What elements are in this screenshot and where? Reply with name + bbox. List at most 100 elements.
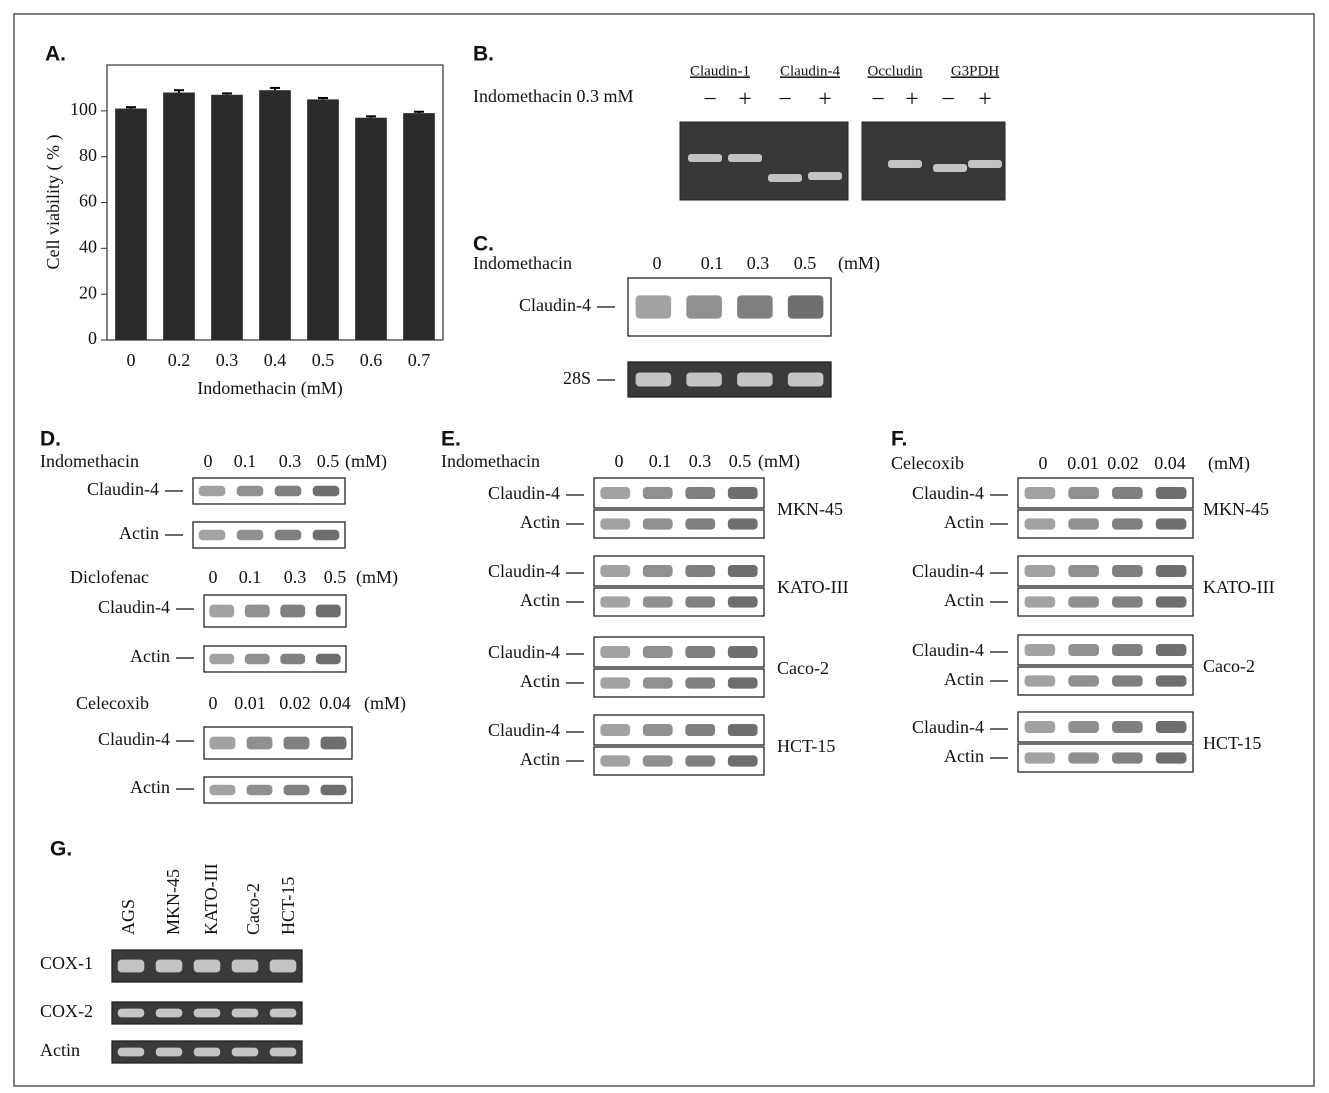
band xyxy=(1025,752,1056,763)
band xyxy=(728,518,758,529)
band xyxy=(232,1009,259,1018)
bar xyxy=(211,95,243,340)
band xyxy=(1025,675,1056,686)
band xyxy=(156,1048,183,1057)
band xyxy=(636,373,672,387)
band xyxy=(1068,487,1099,499)
band xyxy=(788,373,824,387)
band xyxy=(313,530,340,540)
band xyxy=(210,737,236,750)
band xyxy=(1112,644,1143,656)
band xyxy=(199,486,226,496)
band xyxy=(1156,565,1187,577)
band xyxy=(270,960,297,973)
dose-label: 0.5 xyxy=(729,451,752,471)
row-label: Actin xyxy=(130,777,170,797)
band xyxy=(270,1048,297,1057)
band xyxy=(209,605,234,618)
x-tick-label: 0 xyxy=(127,350,136,370)
y-tick-label: 0 xyxy=(88,328,97,348)
gene-label: Claudin-1 xyxy=(690,63,750,79)
dose-label: 0 xyxy=(1039,453,1048,473)
band xyxy=(685,518,715,529)
cell-line-label: KATO-III xyxy=(1203,577,1275,597)
band xyxy=(728,487,758,499)
sign: + xyxy=(818,87,832,113)
row-label: Actin xyxy=(119,523,159,543)
panel-label: E. xyxy=(441,428,461,451)
cell-line-label: KATO-III xyxy=(201,863,221,935)
band xyxy=(643,646,673,658)
bar xyxy=(307,99,339,340)
dose-label: 0 xyxy=(204,451,213,471)
cell-line-label: HCT-15 xyxy=(278,877,298,935)
dose-label: 0 xyxy=(209,567,218,587)
band xyxy=(1025,596,1056,607)
unit-label: (mM) xyxy=(1208,453,1250,474)
band xyxy=(888,160,922,168)
band xyxy=(194,1009,221,1018)
row-label: Actin xyxy=(944,746,984,766)
band xyxy=(232,960,259,973)
sign: − xyxy=(941,87,955,113)
band xyxy=(728,596,758,607)
panel-label: G. xyxy=(50,838,72,861)
band xyxy=(788,295,824,318)
drug-label: Celecoxib xyxy=(76,693,149,713)
band xyxy=(600,487,630,499)
band xyxy=(1112,518,1143,529)
row-label: Actin xyxy=(944,590,984,610)
cell-line-label: MKN-45 xyxy=(777,499,843,519)
cell-line-label: HCT-15 xyxy=(1203,733,1261,753)
band xyxy=(643,518,673,529)
band xyxy=(245,654,270,664)
band xyxy=(728,565,758,577)
y-tick-label: 80 xyxy=(79,145,97,165)
dose-label: 0.1 xyxy=(701,253,724,273)
band xyxy=(313,486,340,496)
bar xyxy=(355,118,387,340)
y-tick-label: 100 xyxy=(70,99,97,119)
y-tick-label: 40 xyxy=(79,236,97,256)
band xyxy=(1025,565,1056,577)
row-label: COX-1 xyxy=(40,953,93,973)
sign: + xyxy=(905,87,919,113)
drug-label: Indomethacin xyxy=(40,451,139,471)
cell-line-label: Caco-2 xyxy=(243,883,263,935)
band xyxy=(728,154,762,162)
unit-label: (mM) xyxy=(345,451,387,472)
band xyxy=(1156,644,1187,656)
band xyxy=(686,295,722,318)
band xyxy=(643,724,673,736)
band xyxy=(237,530,264,540)
y-tick-label: 60 xyxy=(79,191,97,211)
dose-label: 0 xyxy=(209,693,218,713)
sign: − xyxy=(778,87,792,113)
band xyxy=(1156,675,1187,686)
band xyxy=(270,1009,297,1018)
band xyxy=(600,565,630,577)
row-label: COX-2 xyxy=(40,1001,93,1021)
band xyxy=(643,677,673,688)
band xyxy=(275,486,302,496)
x-tick-label: 0.6 xyxy=(360,350,383,370)
band xyxy=(1068,644,1099,656)
dose-label: 0.01 xyxy=(1067,453,1099,473)
band xyxy=(643,755,673,766)
dose-label: 0.5 xyxy=(317,451,340,471)
band xyxy=(1068,596,1099,607)
row-label: Actin xyxy=(520,590,560,610)
band xyxy=(1068,565,1099,577)
dose-label: 0.01 xyxy=(234,693,266,713)
band xyxy=(1025,644,1056,656)
unit-label: (mM) xyxy=(356,567,398,588)
band xyxy=(600,596,630,607)
band xyxy=(118,1048,145,1057)
row-label: Claudin-4 xyxy=(488,720,560,740)
row-label: Actin xyxy=(944,512,984,532)
band xyxy=(280,654,305,664)
sign: + xyxy=(738,87,752,113)
cell-line-label: Caco-2 xyxy=(1203,656,1255,676)
band xyxy=(156,1009,183,1018)
band xyxy=(1112,487,1143,499)
